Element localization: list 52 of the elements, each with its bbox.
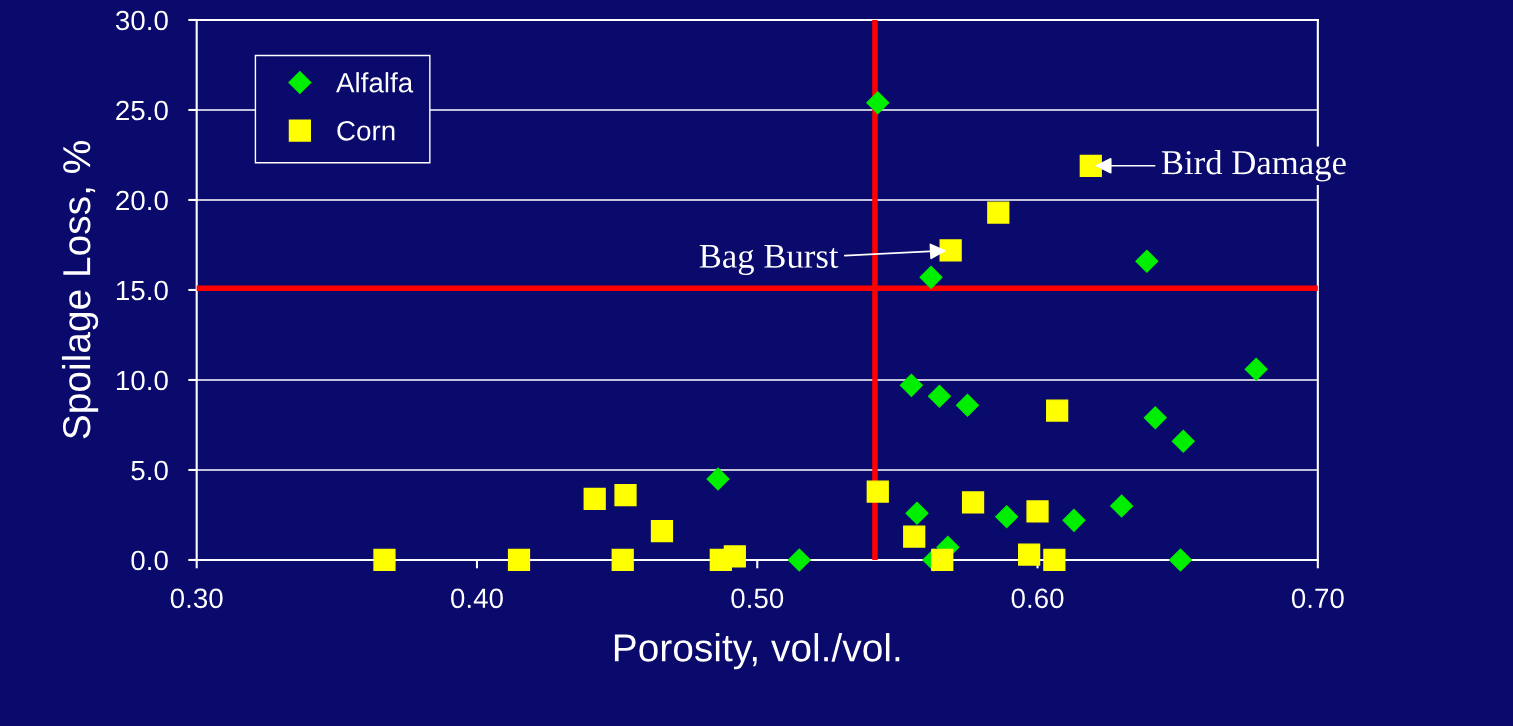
x-axis-title: Porosity, vol./vol. (614, 633, 900, 670)
point (787, 548, 811, 572)
point (905, 501, 929, 525)
point (903, 525, 926, 548)
legend-label: Alfalfa (336, 72, 414, 93)
y-tick-label: 25.0 (116, 100, 168, 121)
y-tick-label: 5.0 (131, 460, 168, 481)
point (1046, 399, 1069, 422)
point (1079, 154, 1102, 177)
point (1135, 249, 1159, 273)
y-tick-label: 10.0 (116, 370, 168, 391)
y-tick-label: 15.0 (116, 280, 168, 301)
point (1168, 548, 1192, 572)
point (611, 548, 634, 572)
point (1018, 543, 1041, 566)
point (866, 480, 889, 503)
point (899, 373, 923, 397)
point (614, 484, 637, 507)
point (987, 201, 1010, 224)
point (583, 487, 606, 510)
point (995, 505, 1019, 529)
point (927, 384, 951, 408)
point (706, 467, 730, 491)
point (1110, 494, 1134, 518)
y-tick-label: 20.0 (116, 190, 168, 211)
x-tick-label: 0.50 (731, 588, 784, 609)
point (1026, 500, 1049, 523)
point (939, 239, 962, 262)
point (507, 548, 531, 572)
point (1062, 508, 1086, 532)
point (723, 545, 746, 568)
point (650, 520, 674, 543)
point (931, 548, 954, 572)
point (1244, 357, 1268, 381)
point (961, 491, 985, 514)
y-tick-label: 0.0 (131, 550, 168, 571)
annotation: Bag Burst (699, 244, 839, 276)
x-tick-label: 0.30 (170, 588, 223, 609)
point (1143, 406, 1167, 430)
point (373, 548, 396, 572)
x-tick-label: 0.60 (1011, 588, 1064, 609)
point (919, 265, 943, 289)
annotation: Bird Damage (1161, 149, 1346, 182)
point (1043, 548, 1066, 572)
y-axis-title: Spoilage Loss, % (61, 141, 99, 439)
point (1171, 429, 1195, 453)
legend-label: Corn (337, 120, 395, 141)
point (955, 393, 979, 417)
point (866, 91, 890, 115)
y-tick-label: 30.0 (115, 10, 168, 31)
x-tick-label: 0.70 (1291, 588, 1344, 609)
x-tick-label: 0.40 (451, 588, 503, 609)
